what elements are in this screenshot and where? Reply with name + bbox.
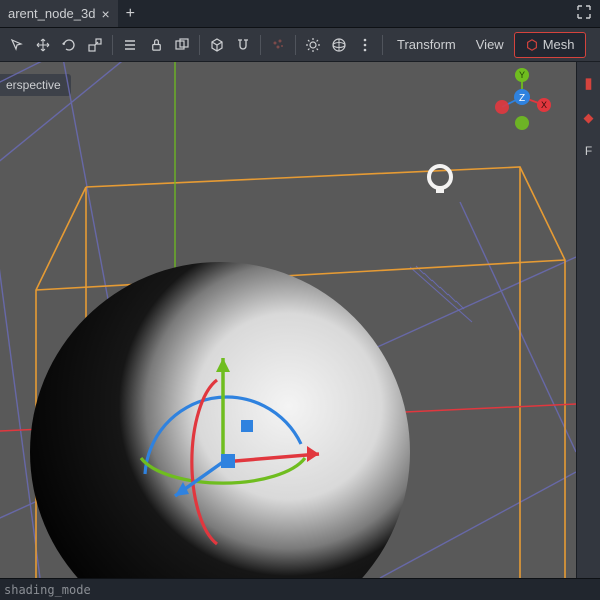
rotate-tool-button[interactable] <box>56 32 82 58</box>
panel-icon[interactable]: ▮ <box>584 74 592 92</box>
sun-button[interactable] <box>300 32 326 58</box>
viewport-scene: Z X Y <box>0 62 576 578</box>
scene-tab[interactable]: arent_node_3d × <box>0 0 118 27</box>
lock-button[interactable] <box>143 32 169 58</box>
viewport[interactable]: erspective <box>0 62 576 578</box>
svg-text:Z: Z <box>519 93 525 104</box>
expand-icon[interactable] <box>568 4 600 23</box>
toolbar: Transform View Mesh <box>0 28 600 62</box>
transform-menu[interactable]: Transform <box>387 32 466 58</box>
nav-gizmo[interactable]: Z X Y <box>495 68 551 130</box>
scale-tool-button[interactable] <box>82 32 108 58</box>
view-menu[interactable]: View <box>466 32 514 58</box>
tab-title: arent_node_3d <box>8 6 95 21</box>
new-tab-button[interactable]: + <box>118 5 143 23</box>
status-bar: shading_mode <box>0 578 600 600</box>
tab-bar: arent_node_3d × + <box>0 0 600 28</box>
more-button[interactable] <box>352 32 378 58</box>
select-tool-button[interactable] <box>4 32 30 58</box>
svg-text:Y: Y <box>519 70 525 80</box>
group-button[interactable] <box>169 32 195 58</box>
right-panel: ▮ ◆ F <box>576 62 600 578</box>
cube-button[interactable] <box>204 32 230 58</box>
close-icon[interactable]: × <box>101 6 109 22</box>
separator <box>199 35 200 55</box>
globe-button[interactable] <box>326 32 352 58</box>
list-button[interactable] <box>117 32 143 58</box>
snap-button[interactable] <box>230 32 256 58</box>
move-tool-button[interactable] <box>30 32 56 58</box>
svg-text:X: X <box>541 100 547 110</box>
status-text: shading_mode <box>4 583 91 597</box>
mesh-menu[interactable]: Mesh <box>514 32 586 58</box>
panel-letter[interactable]: F <box>585 144 592 158</box>
particles-button[interactable] <box>265 32 291 58</box>
separator <box>295 35 296 55</box>
separator <box>260 35 261 55</box>
separator <box>112 35 113 55</box>
mesh-label: Mesh <box>543 37 575 52</box>
panel-icon[interactable]: ◆ <box>584 110 594 126</box>
separator <box>382 35 383 55</box>
